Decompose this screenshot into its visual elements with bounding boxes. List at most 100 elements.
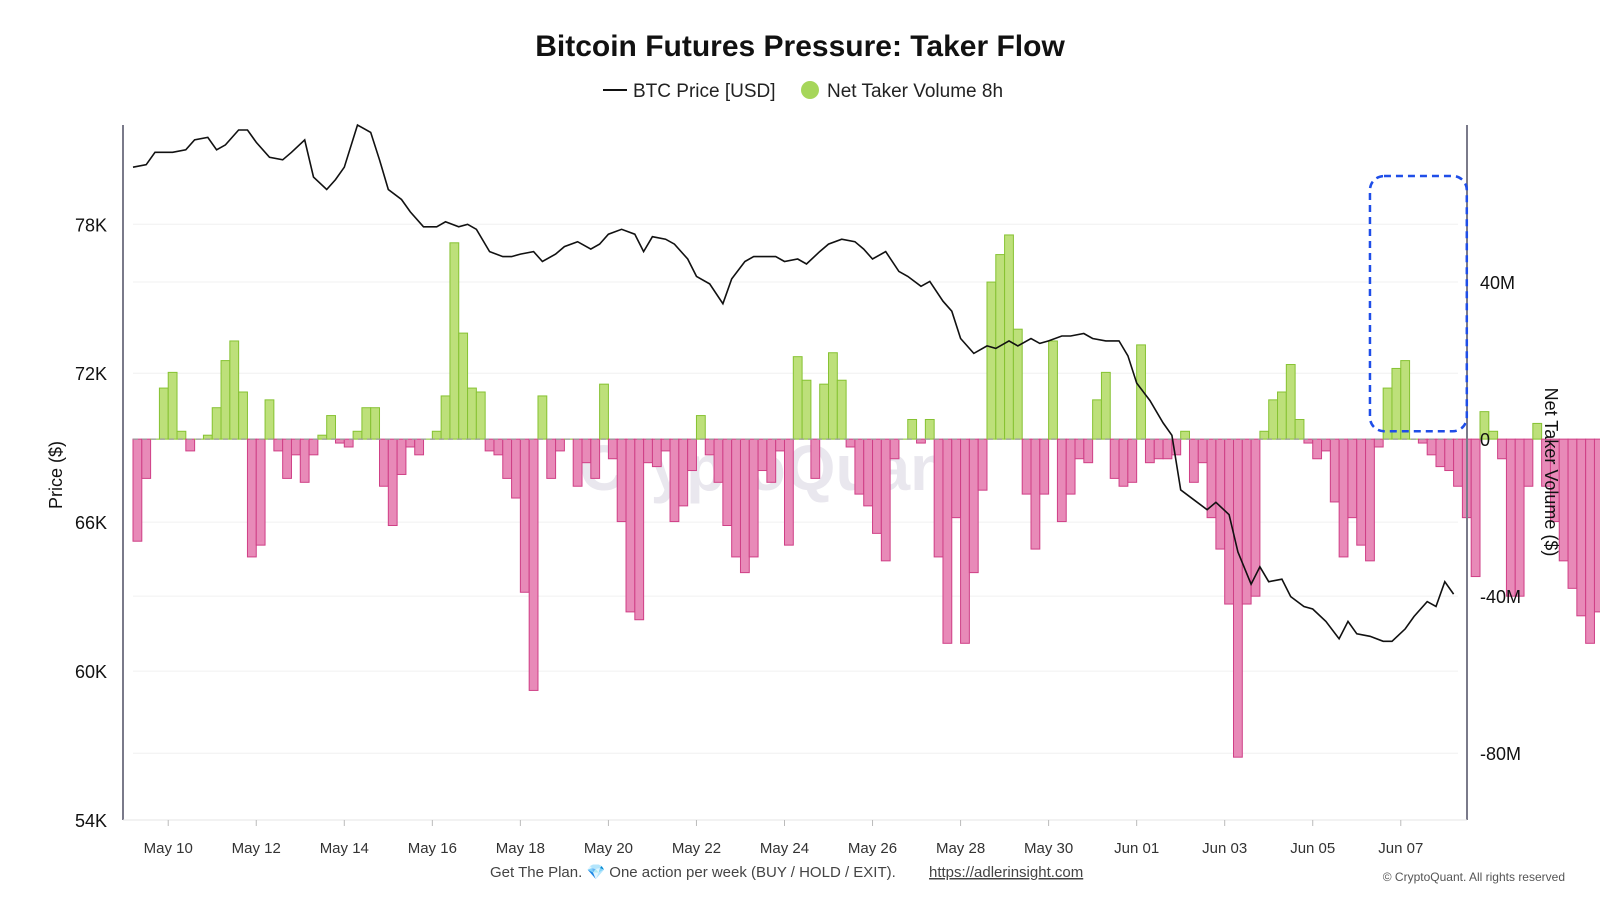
volume-bar-negative	[1523, 438, 1534, 487]
volume-bar-negative	[1497, 438, 1507, 460]
volume-bar-negative	[845, 438, 856, 448]
right-y-tick-label: 40M	[1480, 273, 1515, 293]
x-tick-label: May 28	[936, 840, 985, 857]
volume-bar-negative	[1365, 438, 1375, 562]
volume-bar-positive	[1277, 391, 1287, 440]
volume-bar-negative	[1250, 438, 1261, 597]
x-tick-label: May 10	[144, 840, 193, 857]
right-y-tick-label: -80M	[1480, 744, 1521, 764]
volume-bar-negative	[379, 438, 389, 487]
volume-bar-negative	[1127, 438, 1138, 483]
volume-bar-positive	[361, 407, 372, 440]
volume-bar-positive	[176, 430, 187, 440]
volume-bar-negative	[968, 438, 979, 574]
volume-bar-negative	[1153, 438, 1164, 460]
volume-bar-negative	[282, 438, 292, 479]
volume-bar-negative	[669, 438, 680, 523]
volume-bar-negative	[343, 438, 354, 448]
volume-bar-positive	[1285, 364, 1296, 440]
volume-bar-negative	[1426, 438, 1437, 456]
volume-bar-positive	[220, 360, 231, 440]
volume-bar-positive	[326, 415, 336, 440]
volume-bar-negative	[863, 438, 874, 507]
left-axis-title: Price ($)	[46, 441, 66, 509]
volume-bar-positive	[1004, 234, 1014, 440]
x-tick-label: May 26	[848, 840, 897, 857]
volume-bar-negative	[854, 438, 865, 495]
volume-bar-negative	[185, 438, 196, 452]
volume-bar-positive	[475, 391, 486, 440]
volume-bar-negative	[942, 438, 953, 644]
volume-bar-negative	[1083, 438, 1094, 464]
volume-bar-negative	[1215, 438, 1226, 550]
volume-bar-positive	[1259, 430, 1270, 440]
volume-bar-negative	[1329, 438, 1340, 503]
volume-bar-negative	[290, 438, 301, 456]
legend-dot-marker	[801, 81, 819, 99]
volume-bar-negative	[1039, 438, 1050, 495]
volume-bar-negative	[246, 438, 257, 558]
volume-bar-negative	[1514, 438, 1525, 597]
volume-bar-negative	[739, 438, 750, 574]
volume-bar-negative	[132, 438, 143, 542]
left-y-tick-label: 66K	[75, 513, 107, 533]
volume-bar-negative	[616, 438, 627, 523]
volume-bar-positive	[1479, 411, 1490, 440]
volume-bar-negative	[299, 438, 310, 483]
volume-bar-positive	[229, 340, 240, 440]
volume-bar-negative	[933, 438, 944, 558]
volume-bar-positive	[1092, 399, 1102, 440]
volume-bar-negative	[511, 438, 521, 499]
volume-bar-negative	[607, 438, 618, 460]
volume-bar-negative	[880, 438, 891, 562]
volume-bar-negative	[731, 438, 741, 558]
volume-bar-negative	[1232, 438, 1243, 758]
x-tick-label: May 30	[1024, 840, 1073, 857]
volume-bar-negative	[502, 438, 513, 479]
volume-bar-positive	[1180, 430, 1190, 440]
volume-bar-negative	[1347, 438, 1358, 519]
volume-bar-negative	[308, 438, 319, 456]
volume-bar-negative	[1144, 438, 1155, 464]
volume-bar-positive	[836, 379, 847, 440]
x-tick-label: Jun 03	[1202, 840, 1247, 857]
volume-bar-negative	[1321, 438, 1331, 452]
volume-bar-negative	[141, 438, 152, 479]
legend-price-label[interactable]: BTC Price [USD]	[633, 81, 776, 102]
x-tick-label: Jun 01	[1114, 840, 1159, 857]
volume-bar-positive	[924, 418, 935, 440]
volume-bar-negative	[775, 438, 785, 452]
left-y-tick-label: 72K	[75, 364, 107, 384]
volume-bar-negative	[1585, 438, 1595, 644]
volume-bar-negative	[1197, 438, 1208, 464]
volume-bar-positive	[1100, 371, 1111, 440]
volume-bar-positive	[449, 242, 460, 440]
volume-bar-negative	[810, 438, 821, 479]
volume-bar-negative	[704, 438, 715, 456]
right-axis-title: Net Taker Volume ($)	[1541, 388, 1561, 557]
x-ticks: May 10 May 12 May 14 May 16 May 18 May 20 May …	[144, 820, 1423, 857]
volume-bar-negative	[722, 438, 733, 527]
volume-bar-negative	[660, 438, 671, 452]
volume-bar-negative	[1338, 438, 1349, 558]
x-tick-label: May 22	[672, 840, 721, 857]
volume-bars	[132, 234, 1600, 758]
volume-bar-negative	[748, 438, 759, 558]
highlight-box	[1368, 174, 1469, 433]
volume-bar-positive	[792, 356, 803, 440]
x-tick-label: May 14	[320, 840, 369, 857]
volume-bar-negative	[1074, 438, 1085, 460]
volume-bar-negative	[951, 438, 962, 519]
legend-volume-label[interactable]: Net Taker Volume 8h	[827, 81, 1003, 102]
volume-bar-negative	[555, 438, 565, 452]
volume-bar-negative	[977, 438, 988, 491]
volume-bar-negative	[1118, 438, 1129, 487]
volume-bar-negative	[1065, 438, 1076, 495]
volume-bar-negative	[1030, 438, 1041, 550]
x-tick-label: May 12	[232, 840, 281, 857]
volume-bar-negative	[783, 438, 794, 546]
volume-bar-negative	[581, 438, 592, 464]
footer-link[interactable]: https://adlerinsight.com	[929, 864, 1083, 881]
volume-bar-negative	[757, 438, 768, 472]
volume-bar-negative	[1576, 438, 1587, 617]
